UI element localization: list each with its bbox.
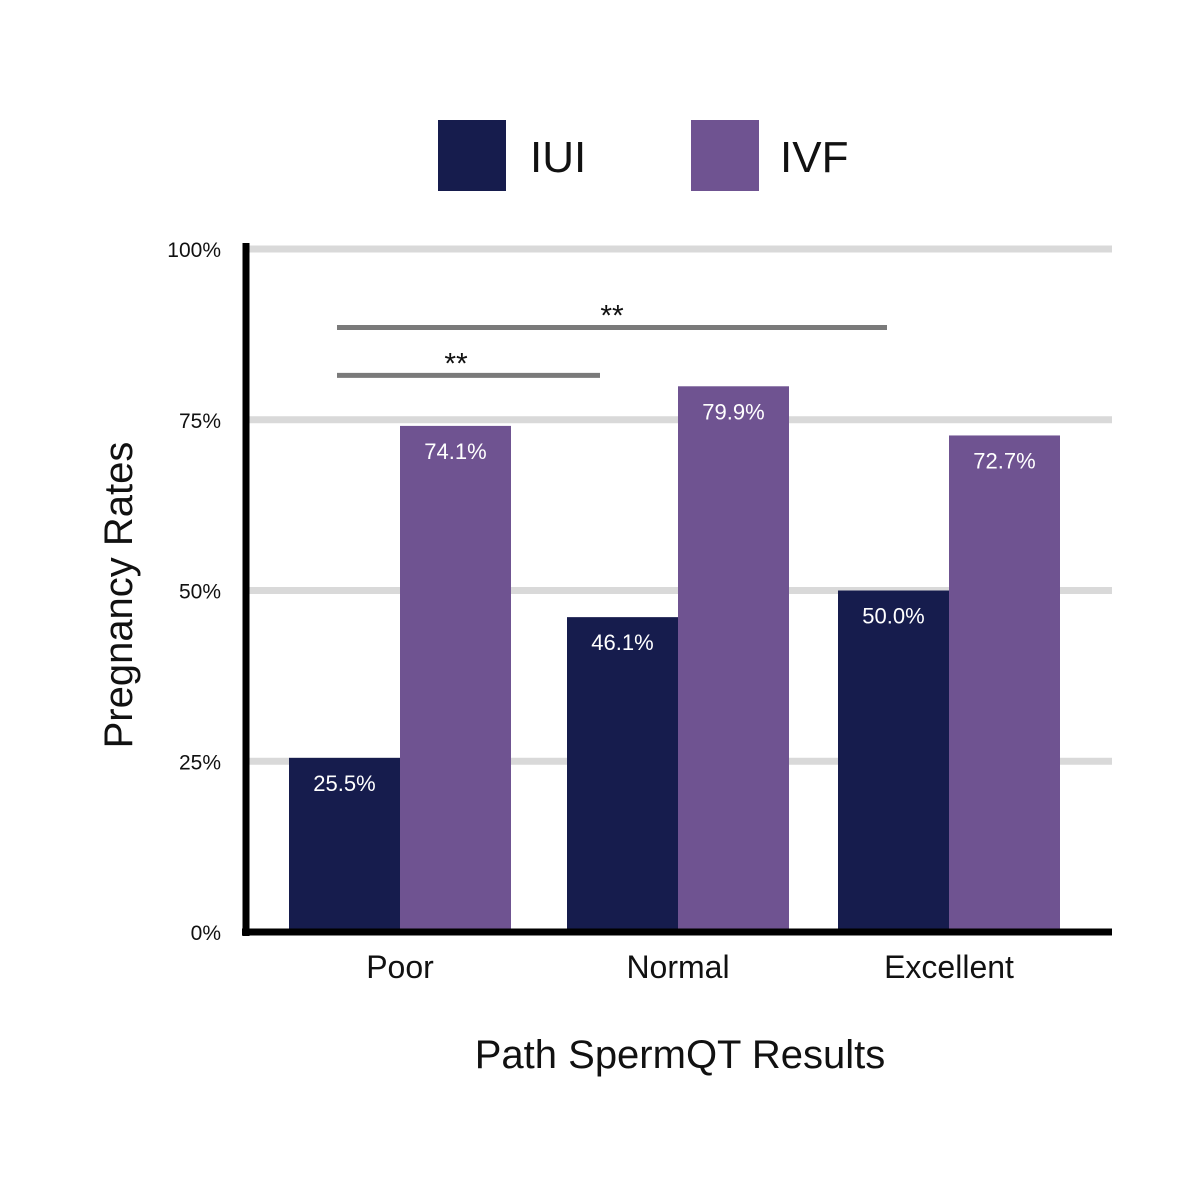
significance-marker: ** (600, 300, 624, 333)
data-label: 50.0% (862, 604, 924, 629)
legend-label-ivf: IVF (780, 133, 848, 182)
y-tick-label: 75% (179, 410, 221, 433)
x-tick-label: Poor (366, 949, 434, 985)
y-tick-label: 50% (179, 581, 221, 604)
significance-marker: ** (444, 347, 468, 380)
legend: IUI IVF (438, 120, 848, 191)
significance-brackets: ** ** (337, 300, 887, 380)
data-label: 72.7% (973, 448, 1035, 473)
y-tick-label: 0% (191, 922, 221, 945)
bar-ivf-poor (400, 425, 511, 932)
y-tick-label: 25% (179, 751, 221, 774)
data-label: 25.5% (313, 771, 375, 796)
y-axis-title: Pregnancy Rates (97, 442, 141, 749)
x-tick-label: Excellent (884, 949, 1014, 985)
legend-label-iui: IUI (530, 133, 586, 182)
bar-iui-normal (567, 617, 678, 932)
bar-iui-poor (289, 757, 400, 932)
x-axis-title: Path SpermQT Results (475, 1033, 886, 1077)
axes (242, 243, 1112, 936)
x-tick-label: Normal (626, 949, 729, 985)
y-tick-labels: 0% 25% 50% 75% 100% (167, 239, 221, 945)
y-tick-label: 100% (167, 239, 221, 262)
legend-swatch-ivf (691, 120, 759, 191)
bars: 25.5% 74.1% 46.1% 79.9% 50.0% 72.7% (289, 386, 1060, 933)
data-label: 46.1% (591, 630, 653, 655)
bar-ivf-normal (678, 386, 789, 933)
bar-ivf-excellent (949, 435, 1060, 932)
x-tick-labels: Poor Normal Excellent (366, 949, 1014, 985)
data-label: 74.1% (424, 439, 486, 464)
bar-iui-excellent (838, 590, 949, 932)
legend-swatch-iui (438, 120, 506, 191)
data-label: 79.9% (702, 399, 764, 424)
